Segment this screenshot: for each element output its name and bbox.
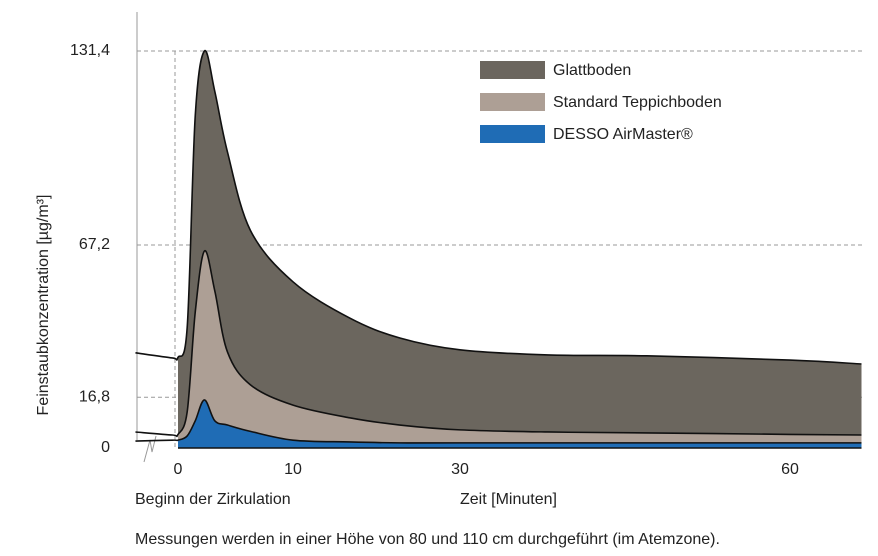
axis-break: [143, 435, 157, 463]
legend-label: Glattboden: [553, 62, 631, 79]
area: [178, 50, 862, 448]
y-tick-label: 131,4: [70, 42, 110, 59]
legend-swatch: [480, 93, 545, 111]
legend-swatch: [480, 125, 545, 143]
line: [135, 250, 862, 438]
x-axis-label: Zeit [Minuten]: [460, 491, 557, 508]
x-tick-label: 0: [174, 461, 183, 478]
x-tick-label: 10: [284, 461, 302, 478]
y-tick-label: 67,2: [79, 236, 110, 253]
footnote: Messungen werden in einer Höhe von 80 un…: [135, 531, 720, 548]
area: [178, 250, 862, 448]
x-start-label: Beginn der Zirkulation: [135, 491, 291, 508]
legend-label: Standard Teppichboden: [553, 94, 722, 111]
legend-swatch: [480, 61, 545, 79]
y-tick-label: 16,8: [79, 388, 110, 405]
line: [135, 50, 862, 365]
y-axis-label: Feinstaubkonzentration [µg/m³]: [35, 195, 52, 416]
line: [135, 399, 862, 444]
x-tick-label: 60: [781, 461, 799, 478]
x-tick-label: 30: [451, 461, 469, 478]
legend-label: DESSO AirMaster®: [553, 126, 693, 143]
y-tick-label: 0: [101, 439, 110, 456]
